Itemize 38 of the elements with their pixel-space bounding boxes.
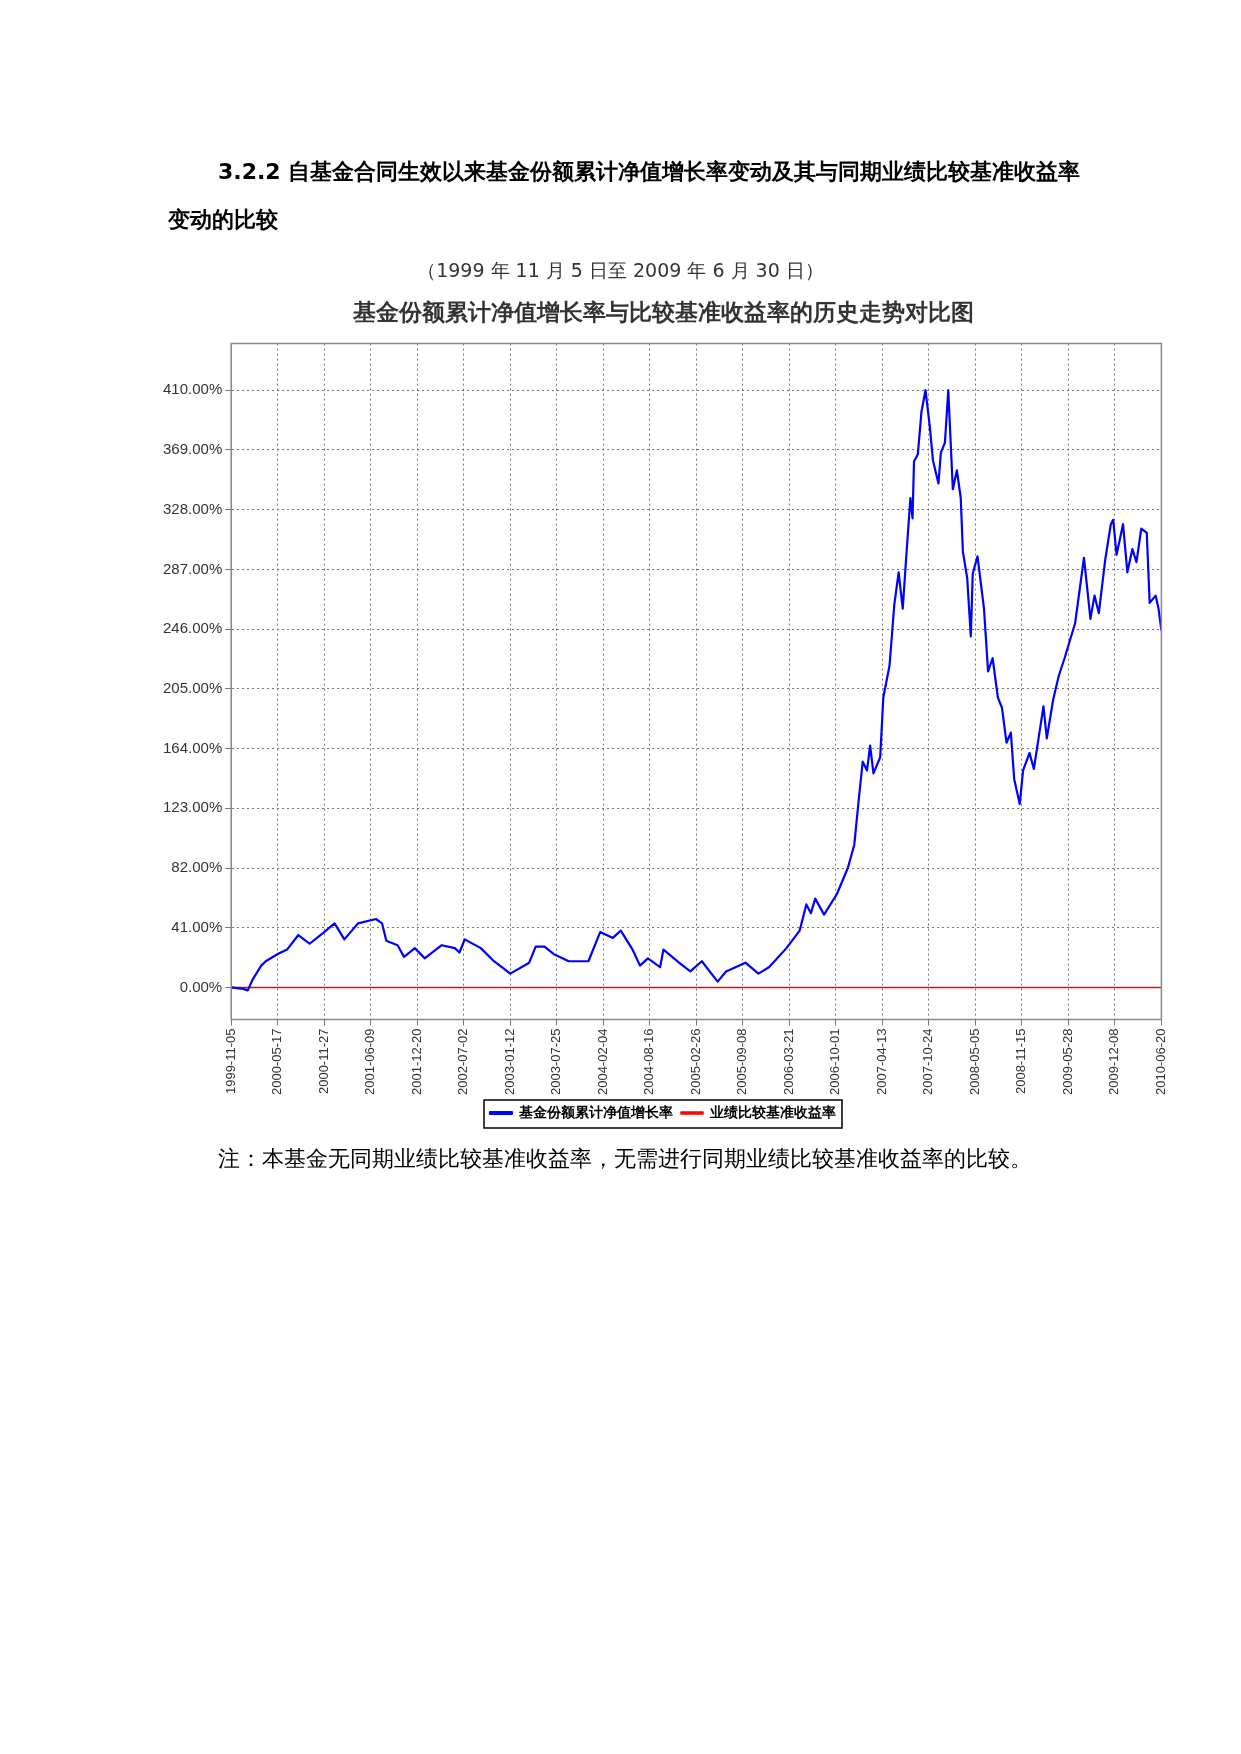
y-tick-label: 369.00% [163,440,223,458]
y-tick-label: 123.00% [163,798,223,816]
x-tick-label: 2001-06-09 [362,1028,378,1095]
x-tick-label: 2007-04-13 [873,1028,889,1095]
x-tick-label: 2006-10-01 [827,1028,843,1095]
y-tick-label: 328.00% [163,499,223,517]
text: 3.2.2 自基金合同生效以来基金份额累计净值增长率变动及其与同期业绩比较基准收益率变动的比较 [168,158,1082,234]
y-tick-label: 82.00% [171,858,223,876]
y-tick-label: 287.00% [163,559,223,577]
y-tick-label: 410.00% [163,380,223,398]
x-tick-label: 2009-12-08 [1106,1028,1122,1095]
chart-title: 基金份额累计净值增长率与比较基准收益率的历史走势对比图 [351,297,974,325]
chart-subtitle: （1999 年 11 月 5 日至 2009 年 6 月 30 日） [416,258,825,283]
x-tick-label: 2004-08-16 [641,1028,657,1095]
y-tick-label: 205.00% [163,678,223,696]
x-tick-label: 2004-02-04 [594,1028,610,1095]
x-tick-label: 1999-11-05 [222,1028,238,1095]
legend-label: 基金份额累计净值增长率 [518,1103,673,1120]
x-tick-label: 2008-11-15 [1013,1028,1029,1095]
y-tick-label: 41.00% [171,917,223,935]
x-tick-label: 2000-05-17 [269,1028,285,1095]
x-tick-label: 2010-06-20 [1152,1028,1168,1095]
x-tick-label: 2001-12-20 [408,1028,424,1095]
x-tick-label: 2007-10-24 [920,1028,936,1095]
y-tick-label: 0.00% [179,977,223,995]
x-tick-label: 2003-07-25 [548,1028,564,1095]
y-tick-label: 246.00% [163,619,223,637]
text: 注：本基金无同期业绩比较基准收益率，无需进行同期业绩比较基准收益率的比较。 [217,1145,1033,1173]
x-tick-label: 2002-07-02 [455,1028,471,1095]
x-tick-label: 2000-11-27 [315,1028,331,1095]
legend-label: 业绩比较基准收益率 [709,1103,836,1120]
x-tick-label: 2009-05-28 [1059,1028,1075,1095]
x-tick-label: 2003-01-12 [501,1028,517,1095]
x-tick-label: 2005-09-08 [734,1028,750,1095]
x-tick-label: 2008-05-05 [966,1028,982,1095]
x-tick-label: 2006-03-21 [780,1028,796,1095]
x-tick-label: 2005-02-26 [687,1028,703,1095]
y-tick-label: 164.00% [163,738,223,756]
